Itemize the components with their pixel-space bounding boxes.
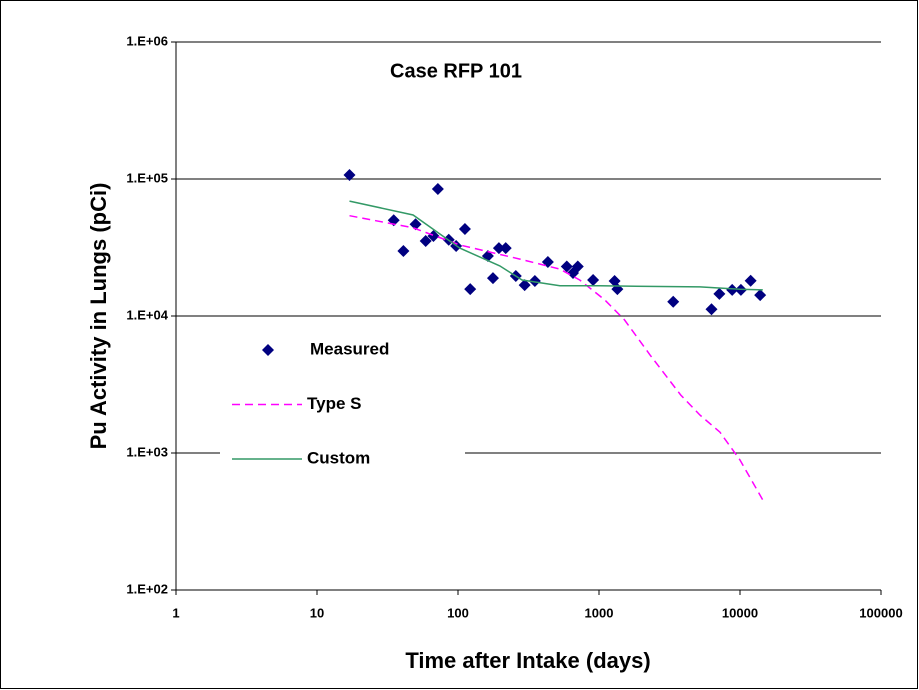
y-tick-label: 1.E+04 <box>126 307 168 322</box>
x-tick-label: 1000 <box>585 605 614 620</box>
data-point <box>754 289 767 302</box>
data-point <box>713 287 726 300</box>
data-point <box>431 183 444 196</box>
legend-item: Custom <box>232 448 370 467</box>
x-tick-label: 1 <box>172 605 179 620</box>
y-tick-label: 1.E+05 <box>126 170 168 185</box>
y-tick-label: 1.E+02 <box>126 581 168 596</box>
data-point <box>705 303 718 316</box>
data-point <box>458 222 471 235</box>
legend-label: Measured <box>310 339 389 358</box>
data-point <box>667 295 680 308</box>
data-point <box>464 283 477 296</box>
chart-title: Case RFP 101 <box>390 60 522 82</box>
data-point <box>560 260 573 273</box>
x-tick-label: 100000 <box>859 605 902 620</box>
legend-label: Custom <box>307 448 370 467</box>
y-tick-label: 1.E+03 <box>126 444 168 459</box>
data-point <box>343 168 356 181</box>
legend-item: Measured <box>262 339 389 358</box>
legend-label: Type S <box>307 394 361 413</box>
data-point <box>492 242 505 255</box>
x-tick-label: 10 <box>310 605 324 620</box>
data-point <box>528 275 541 288</box>
x-axis-title: Time after Intake (days) <box>405 648 650 673</box>
data-point <box>409 218 422 231</box>
y-tick-label: 1.E+06 <box>126 33 168 48</box>
data-point <box>587 274 600 287</box>
data-point <box>499 242 512 255</box>
data-line <box>349 200 763 291</box>
x-tick-label: 10000 <box>722 605 758 620</box>
data-point <box>726 283 739 296</box>
data-point <box>486 272 499 285</box>
data-point <box>427 229 440 242</box>
data-line <box>349 214 764 501</box>
x-tick-label: 100 <box>447 605 469 620</box>
data-point <box>571 260 584 273</box>
data-point <box>419 234 432 247</box>
legend-marker <box>262 344 274 356</box>
data-point <box>397 245 410 258</box>
data-point <box>518 279 531 292</box>
y-axis-title: Pu Activity in Lungs (pCi) <box>86 183 111 450</box>
data-point <box>744 274 757 287</box>
legend-item: Type S <box>232 394 361 413</box>
